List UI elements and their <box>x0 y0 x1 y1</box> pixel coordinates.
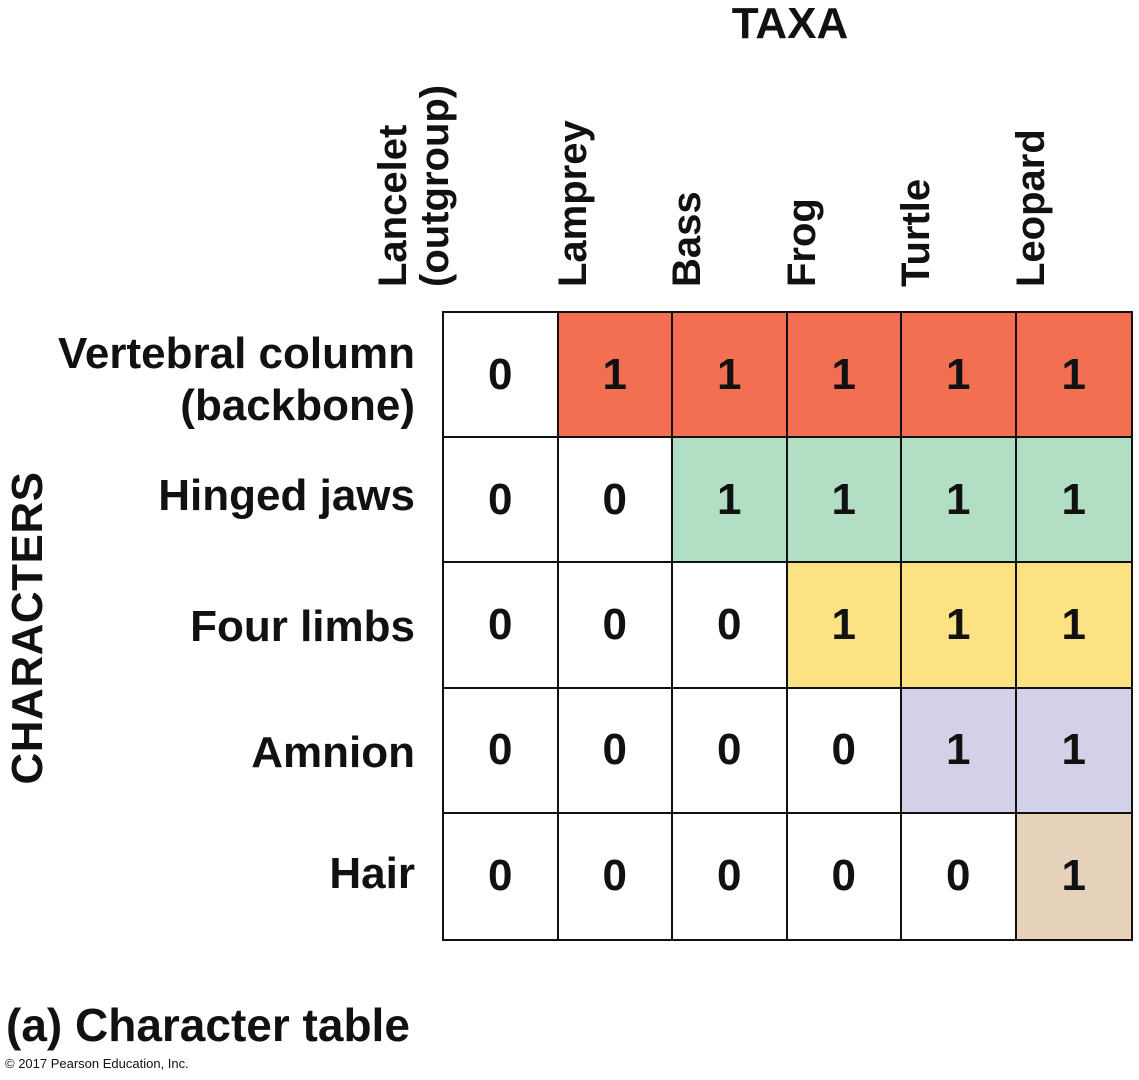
matrix-cell: 1 <box>1016 563 1131 689</box>
matrix-cell: 1 <box>787 313 902 439</box>
matrix-cell: 0 <box>788 813 902 939</box>
character-name: Vertebral column <box>57 329 415 378</box>
characters-heading: CHARACTERS <box>3 471 52 785</box>
character-label-four-limbs: Four limbs <box>190 601 415 653</box>
taxon-name: Lancelet <box>371 124 415 287</box>
matrix-cell: 0 <box>558 563 673 689</box>
matrix-cell: 0 <box>787 688 902 814</box>
matrix-cell: 0 <box>444 313 559 439</box>
taxon-name: Turtle <box>894 178 938 287</box>
matrix-cell: 0 <box>673 563 788 689</box>
matrix-cell: 1 <box>558 313 673 439</box>
matrix-cell: 0 <box>444 438 559 564</box>
matrix-cell: 1 <box>787 563 902 689</box>
character-name: Amnion <box>251 728 415 777</box>
taxon-name: Bass <box>665 191 709 287</box>
matrix-cell: 1 <box>902 438 1017 564</box>
character-label-amnion: Amnion <box>251 727 415 779</box>
matrix-cell: 0 <box>444 813 559 939</box>
matrix-cell: 1 <box>902 313 1017 439</box>
figure-caption: (a) Character table <box>6 999 410 1051</box>
matrix-cell: 1 <box>673 313 788 439</box>
character-note: (backbone) <box>180 381 415 430</box>
matrix-cell: 0 <box>559 813 673 939</box>
matrix-cell: 1 <box>673 438 788 564</box>
matrix-cell: 0 <box>673 813 788 939</box>
taxon-note: (outgroup) <box>413 84 457 287</box>
taxa-heading: TAXA <box>731 0 849 48</box>
matrix-cell: 0 <box>444 688 559 814</box>
character-label-hair: Hair <box>329 848 415 900</box>
copyright-notice: © 2017 Pearson Education, Inc. <box>5 1056 189 1071</box>
taxon-name: Frog <box>780 198 824 287</box>
character-name: Four limbs <box>190 602 415 651</box>
matrix-cell: 1 <box>1016 313 1131 439</box>
matrix-cell: 1 <box>1016 688 1131 814</box>
matrix-cell: 1 <box>1016 813 1131 939</box>
matrix-cell: 1 <box>1016 438 1131 564</box>
taxon-name: Lamprey <box>551 120 595 287</box>
matrix-cell: 1 <box>902 563 1017 689</box>
matrix-cell: 0 <box>673 688 788 814</box>
matrix-cell: 1 <box>787 438 902 564</box>
matrix-cell: 0 <box>902 813 1017 939</box>
character-label-hinged-jaws: Hinged jaws <box>158 470 415 522</box>
character-name: Hinged jaws <box>158 471 415 520</box>
matrix-cell: 1 <box>902 688 1017 814</box>
matrix-cell: 0 <box>558 688 673 814</box>
character-label-vertebral-column: Vertebral column (backbone) <box>58 328 415 432</box>
matrix-cell: 0 <box>444 563 559 689</box>
taxon-name: Leopard <box>1009 129 1053 287</box>
character-name: Hair <box>329 849 415 898</box>
matrix-cell: 0 <box>558 438 673 564</box>
